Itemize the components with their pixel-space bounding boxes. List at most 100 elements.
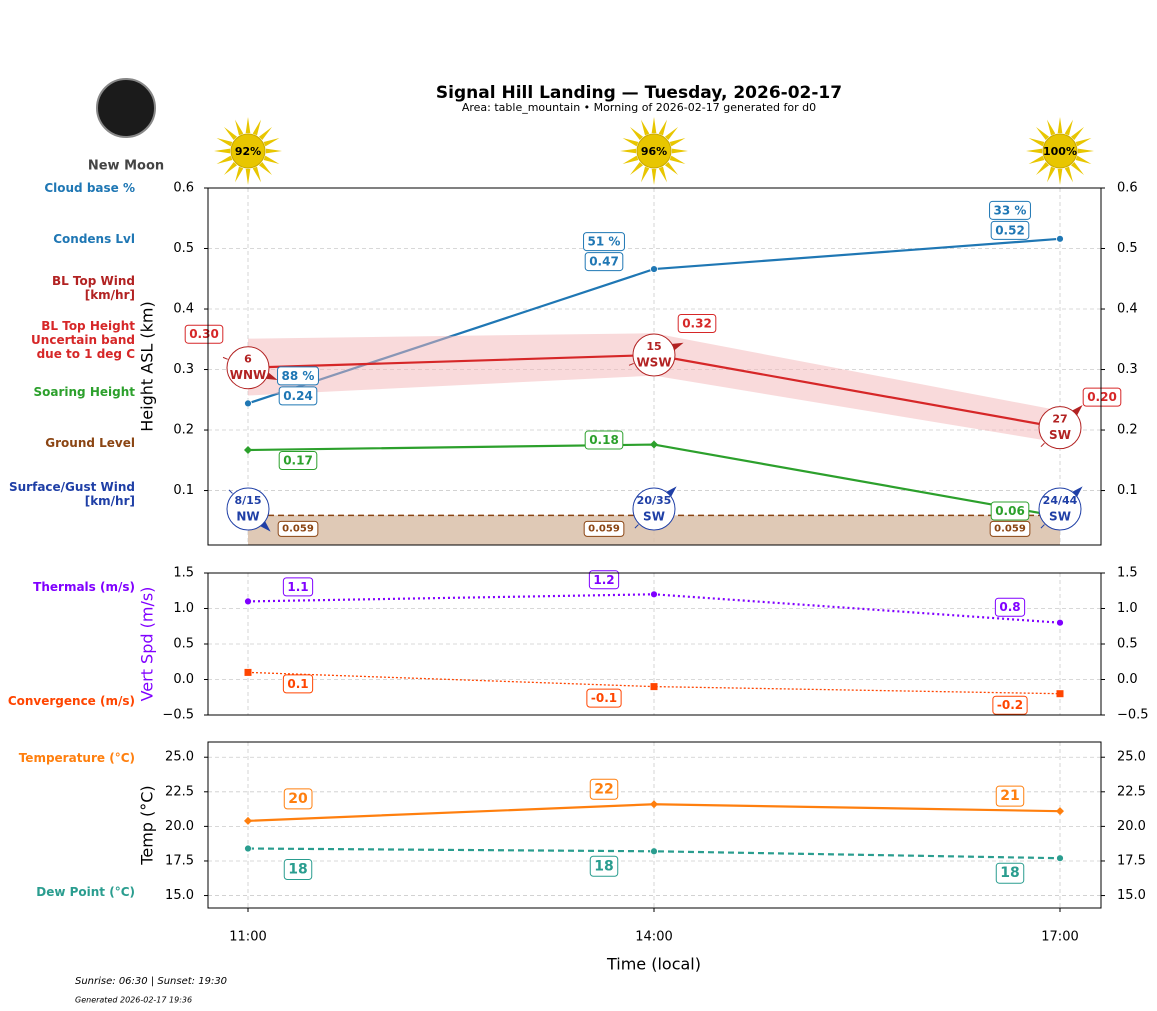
sun-ray — [1070, 161, 1085, 176]
chart-title: Signal Hill Landing — Tuesday, 2026-02-1… — [436, 83, 842, 103]
sun-ray — [1064, 119, 1074, 136]
generated-note: Generated 2026-02-17 19:36 — [75, 996, 192, 1005]
data-point — [244, 816, 252, 825]
row-label: Condens Lvl — [53, 232, 135, 246]
sun-ray — [258, 126, 273, 141]
series-line — [247, 671, 1061, 695]
y2-tick-label: 25.0 — [1117, 750, 1146, 765]
sun-ray — [223, 161, 238, 176]
row-label: Convergence (m/s) — [7, 694, 135, 708]
sun-ray — [216, 155, 233, 165]
value-label: 0.17 — [283, 454, 313, 468]
sun-icon — [620, 117, 688, 185]
data-point — [244, 446, 252, 455]
sun-ray — [245, 168, 251, 185]
sun-cover-label: 96% — [641, 145, 667, 158]
wind-direction: WNW — [230, 368, 267, 382]
value-label-box — [278, 386, 318, 406]
value-label-box — [995, 862, 1025, 884]
sun-ray — [223, 126, 238, 141]
plot-frame — [207, 572, 1102, 716]
value-label: -0.1 — [591, 691, 617, 705]
value-label: -0.2 — [997, 698, 1023, 712]
sun-ray — [1057, 117, 1063, 134]
y2-tick-label: 17.5 — [1117, 853, 1146, 868]
sun-ray — [664, 126, 679, 141]
y2-tick-label: 0.2 — [1117, 423, 1138, 438]
y-tick-label: 1.5 — [173, 566, 194, 581]
plot-frame — [207, 187, 1102, 546]
y-tick-label: 15.0 — [165, 888, 194, 903]
y2-tick-label: 22.5 — [1117, 784, 1146, 799]
sun-ray — [629, 126, 644, 141]
y2-tick-label: 0.0 — [1117, 672, 1138, 687]
data-point — [244, 844, 252, 853]
data-point — [650, 847, 658, 856]
value-label-box — [990, 501, 1030, 521]
y2-tick-label: 20.0 — [1117, 819, 1146, 834]
sun-ray — [669, 155, 686, 165]
sun-ray — [1046, 119, 1056, 136]
y-axis-label: Vert Spd (m/s) — [138, 587, 157, 702]
value-label-box — [990, 220, 1030, 240]
data-point — [1056, 690, 1064, 698]
sun-icon — [1026, 117, 1094, 185]
data-point — [1056, 618, 1064, 627]
sun-ray — [629, 161, 644, 176]
wind-circle — [632, 487, 676, 531]
value-label-box — [277, 366, 319, 386]
wind-speed: 15 — [646, 340, 661, 353]
wind-tail — [1040, 442, 1045, 448]
sun-ray — [671, 148, 688, 154]
wind-direction: SW — [1049, 510, 1071, 524]
value-label: 0.1 — [287, 677, 308, 691]
y-tick-label: 25.0 — [165, 750, 194, 765]
sun-ray — [1035, 126, 1050, 141]
y-tick-label: 20.0 — [165, 819, 194, 834]
row-label: Surface/Gust Wind [km/hr] — [9, 480, 135, 508]
y2-tick-label: 0.3 — [1117, 362, 1138, 377]
moon-icon — [96, 78, 156, 138]
y2-tick-label: 0.5 — [1117, 241, 1138, 256]
sun-icon — [214, 117, 282, 185]
y-tick-label: −0.5 — [162, 708, 194, 723]
wind-tail — [628, 362, 634, 366]
data-point — [244, 399, 252, 408]
row-label: Temperature (°C) — [18, 751, 135, 765]
y2-tick-label: 0.1 — [1117, 483, 1138, 498]
data-point — [1056, 234, 1064, 243]
y2-tick-label: −0.5 — [1117, 708, 1149, 723]
sun-ray — [620, 148, 637, 154]
value-label: 0.059 — [282, 523, 314, 534]
y-tick-label: 0.1 — [173, 483, 194, 498]
value-label-box — [989, 520, 1031, 537]
sun-ray — [252, 119, 262, 136]
value-label: 1.2 — [593, 573, 614, 587]
y-axis-label: Height ASL (km) — [138, 301, 157, 431]
wind-tail — [1040, 524, 1045, 529]
wind-direction: SW — [643, 510, 665, 524]
row-label: BL Top Height Uncertain band due to 1 de… — [31, 319, 135, 361]
value-label-box — [992, 695, 1028, 715]
value-label: 51 % — [588, 235, 621, 249]
sun-ray — [1028, 155, 1045, 165]
sun-ray — [1064, 166, 1074, 183]
sun-ray — [1046, 166, 1056, 183]
y2-tick-label: 0.4 — [1117, 302, 1138, 317]
sun-disc — [1042, 133, 1078, 169]
wind-circle — [1038, 487, 1082, 531]
value-label-box — [586, 688, 622, 708]
value-label: 0.47 — [589, 255, 619, 269]
row-label: Dew Point (°C) — [36, 885, 135, 899]
wind-speed: 8/15 — [235, 494, 262, 507]
x-tick-label: 14:00 — [635, 930, 672, 945]
plot-frame — [207, 741, 1102, 909]
value-label-box — [588, 570, 620, 590]
sun-ray — [669, 137, 686, 147]
value-label-box — [583, 232, 625, 252]
value-label: 22 — [594, 781, 613, 797]
sun-ray — [263, 137, 280, 147]
value-label: 0.059 — [588, 523, 620, 534]
wind-circle — [226, 487, 270, 531]
